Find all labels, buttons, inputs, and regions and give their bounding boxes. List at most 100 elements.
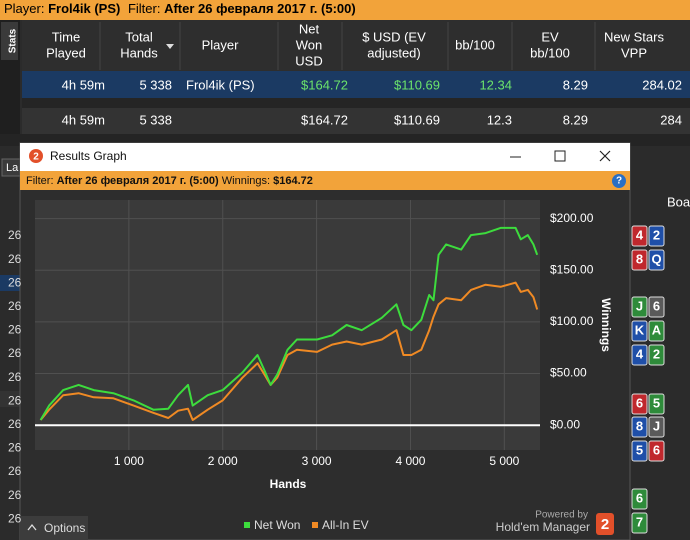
card-label: 2 <box>653 227 660 242</box>
card-label: 7 <box>636 514 643 529</box>
card-label: J <box>653 418 660 433</box>
plot-area <box>35 200 540 450</box>
card-label: 2 <box>653 346 660 361</box>
table-cell: 12.34 <box>479 77 512 92</box>
column-header: $ USD (EV <box>362 29 426 44</box>
card <box>631 488 648 510</box>
table-cell: 5 338 <box>139 112 172 127</box>
background-row: 26 <box>8 464 22 478</box>
legend-swatch <box>312 522 318 528</box>
card <box>631 393 648 415</box>
card-label: 6 <box>653 298 660 313</box>
highlight-row <box>0 391 20 407</box>
table-cell: $164.72 <box>301 112 348 127</box>
card-label: 5 <box>636 442 643 457</box>
table-cell: 4h 59m <box>62 112 105 127</box>
column-header: Total <box>125 29 153 44</box>
totals-row <box>22 108 690 134</box>
card <box>648 320 665 342</box>
selected-row[interactable] <box>22 71 690 98</box>
options-caret <box>27 523 37 531</box>
x-tick-label: 4 000 <box>395 454 425 468</box>
card-label: 6 <box>653 442 660 457</box>
card-label: 6 <box>636 395 643 410</box>
card-label: Q <box>651 251 661 266</box>
background-row: 26 <box>8 488 22 502</box>
table-cell: 5 338 <box>139 77 172 92</box>
series-line <box>39 281 539 421</box>
card-label: K <box>635 322 645 337</box>
background-row: 26 <box>8 275 22 289</box>
card-label: 4 <box>636 346 644 361</box>
table-cell: 8.29 <box>563 112 588 127</box>
column-header: USD <box>295 53 322 68</box>
powered-by: Powered by <box>535 510 588 521</box>
table-cell: 284 <box>660 112 682 127</box>
card <box>631 225 648 247</box>
series-line <box>39 226 539 421</box>
background-row: 26 <box>8 393 22 407</box>
options-button[interactable] <box>20 516 88 540</box>
column-header: Net <box>299 21 320 36</box>
column-header: bb/100 <box>455 37 495 52</box>
y-tick-label: $50.00 <box>550 366 587 380</box>
x-tick-label: 5 000 <box>489 454 519 468</box>
y-axis-title: Winnings <box>599 298 613 352</box>
card <box>648 225 665 247</box>
legend-label: All-In EV <box>322 518 369 532</box>
table-cell: 12.3 <box>487 112 512 127</box>
label: Winnings: <box>222 175 270 187</box>
table-cell: $110.69 <box>394 77 440 92</box>
legend-swatch <box>244 522 250 528</box>
background-column-label: Boa <box>667 194 690 209</box>
window-title: Results Graph <box>50 149 127 163</box>
table-header <box>22 20 690 72</box>
background-row: 26 <box>8 441 22 455</box>
label: Filter: <box>128 1 161 16</box>
card <box>631 296 648 318</box>
card <box>648 344 665 366</box>
y-tick-label: $0.00 <box>550 417 580 431</box>
card <box>648 416 665 438</box>
sort-arrow <box>166 44 174 49</box>
card-label: 8 <box>636 251 643 266</box>
card <box>631 320 648 342</box>
column-header: Hands <box>120 45 158 60</box>
x-axis-title: Hands <box>270 477 307 491</box>
background-row: 26 <box>8 299 22 313</box>
top-bar <box>0 0 690 20</box>
column-header: Won <box>296 37 323 52</box>
y-tick-label: $200.00 <box>550 211 594 225</box>
card <box>631 512 648 534</box>
y-tick-label: $150.00 <box>550 262 594 276</box>
close-button[interactable] <box>599 150 611 162</box>
background-row: 26 <box>8 323 22 337</box>
table-cell: $110.69 <box>394 112 440 127</box>
column-header: Player <box>202 37 240 52</box>
brand-logo <box>596 513 614 535</box>
column-header: Played <box>46 45 86 60</box>
table-cell: 4h 59m <box>62 77 105 92</box>
maximize-button[interactable] <box>554 150 566 162</box>
filter: After 26 февраля 2017 г. (5:00) <box>164 1 356 16</box>
options-label[interactable]: Options <box>44 521 85 535</box>
card <box>648 440 665 462</box>
background-row: 26 <box>8 228 22 242</box>
top-bar-text: Player: Frol4ik (PS) Filter: After 26 фе… <box>4 1 356 16</box>
help-label: ? <box>616 176 622 187</box>
label: Player: <box>4 1 44 16</box>
table-cell: 8.29 <box>563 77 588 92</box>
column-header: EV <box>541 29 559 44</box>
table-cell: Frol4ik (PS) <box>186 77 255 92</box>
card-label: 6 <box>636 490 643 505</box>
background-tab-label: La <box>6 162 19 174</box>
row-gap <box>22 98 690 108</box>
card <box>648 296 665 318</box>
card-label: 8 <box>636 418 643 433</box>
background-row: 26 <box>8 370 22 384</box>
background-row: 26 <box>8 346 22 360</box>
side-tab[interactable] <box>1 22 18 60</box>
help-button[interactable] <box>612 174 626 188</box>
